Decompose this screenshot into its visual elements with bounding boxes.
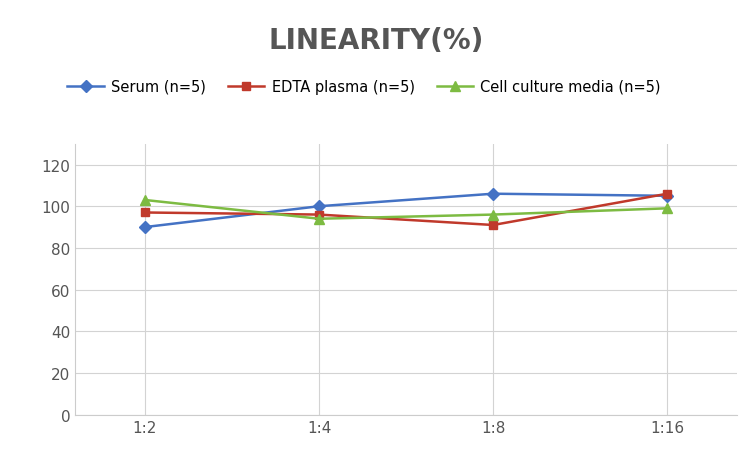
Legend: Serum (n=5), EDTA plasma (n=5), Cell culture media (n=5): Serum (n=5), EDTA plasma (n=5), Cell cul… <box>68 79 661 94</box>
Line: EDTA plasma (n=5): EDTA plasma (n=5) <box>141 190 672 230</box>
Cell culture media (n=5) <box>489 212 498 218</box>
Line: Serum (n=5): Serum (n=5) <box>141 190 672 232</box>
Line: Cell culture media (n=5): Cell culture media (n=5) <box>140 196 672 224</box>
EDTA plasma (n=5) <box>663 192 672 197</box>
Serum (n=5) <box>141 225 150 230</box>
Serum (n=5) <box>314 204 323 209</box>
EDTA plasma (n=5) <box>489 223 498 228</box>
Text: LINEARITY(%): LINEARITY(%) <box>268 27 484 55</box>
EDTA plasma (n=5) <box>314 212 323 218</box>
Serum (n=5) <box>663 193 672 199</box>
Cell culture media (n=5) <box>314 216 323 222</box>
Cell culture media (n=5) <box>663 206 672 212</box>
EDTA plasma (n=5) <box>141 210 150 216</box>
Cell culture media (n=5) <box>141 198 150 203</box>
Serum (n=5) <box>489 192 498 197</box>
